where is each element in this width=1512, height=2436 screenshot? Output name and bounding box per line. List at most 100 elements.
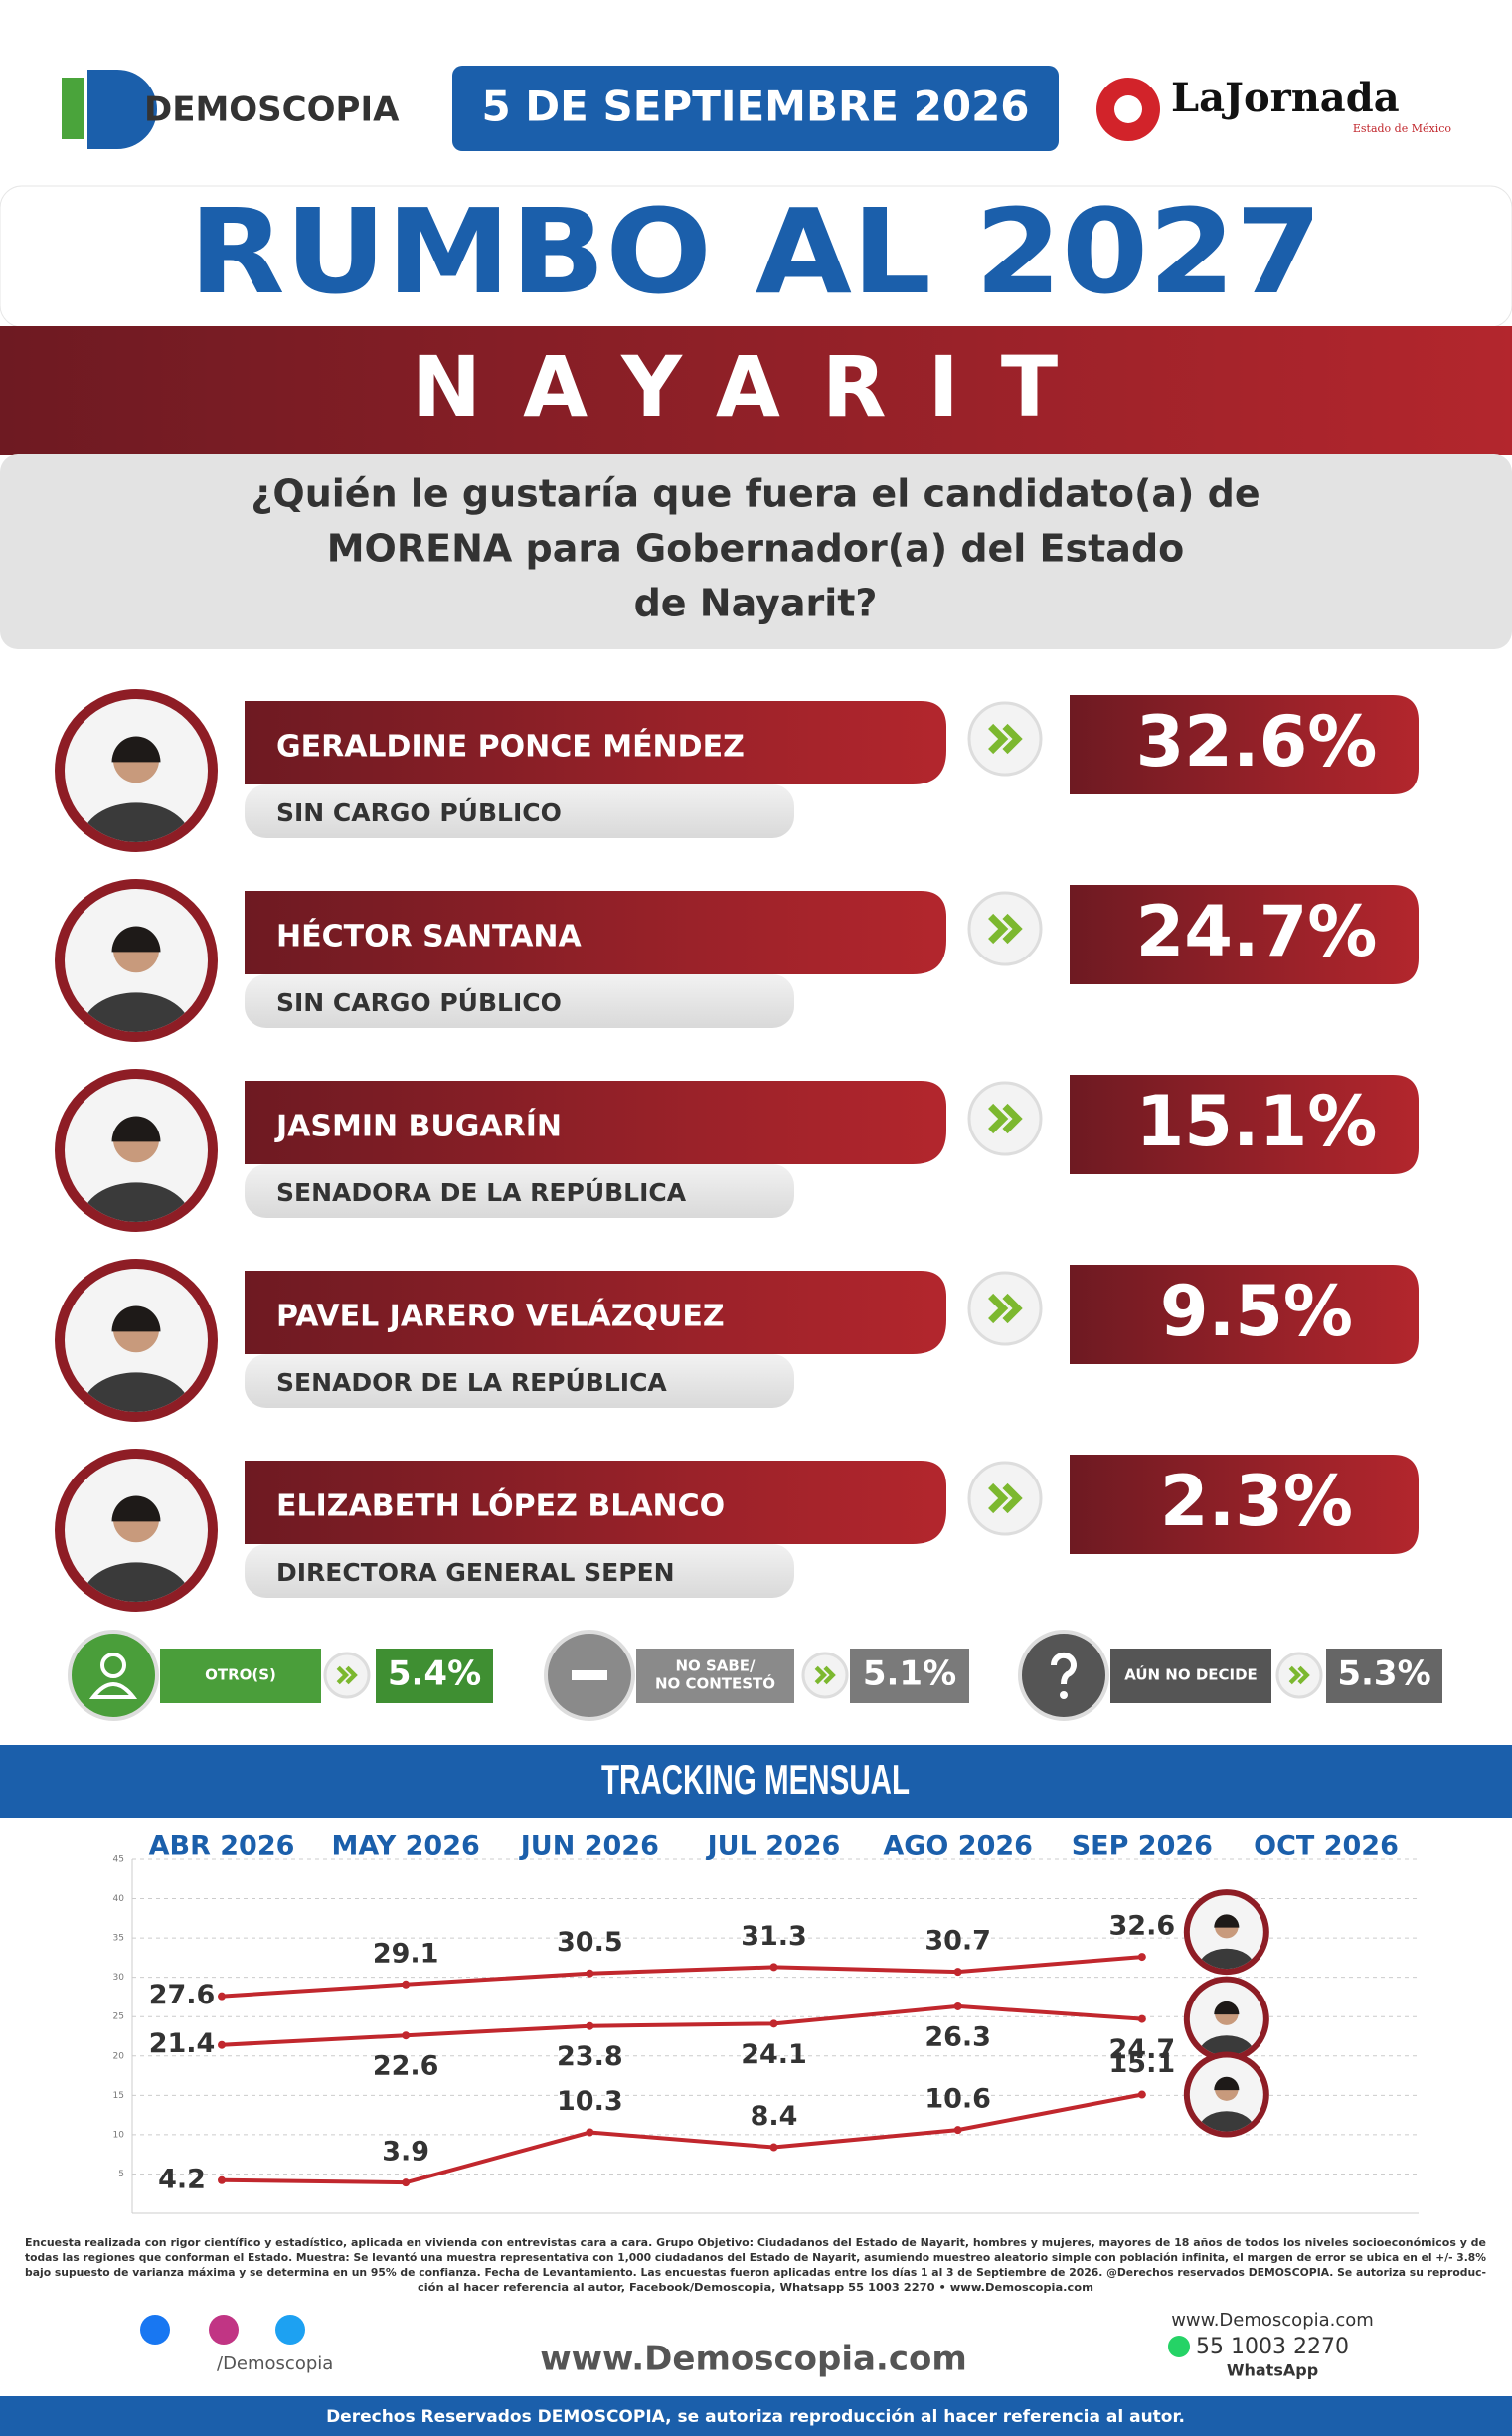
- photo: [83, 1116, 190, 1222]
- photo-hair: [1214, 1914, 1240, 1928]
- whatsapp-label: WhatsApp: [1227, 2361, 1318, 2380]
- tracking-band: [0, 1745, 1512, 1818]
- photo-body: [1199, 1948, 1255, 1970]
- photo: [83, 926, 190, 1032]
- other-label-box: [160, 1649, 321, 1703]
- series-line: [221, 2092, 1143, 2185]
- name-bar: [245, 891, 946, 974]
- other-label: NO SABE/: [675, 1657, 756, 1675]
- data-label: 3.9: [382, 2137, 429, 2168]
- photo-body: [83, 992, 190, 1032]
- candidate-role: SIN CARGO PÚBLICO: [276, 987, 562, 1017]
- y-tick-label: 25: [113, 2012, 124, 2022]
- date: 5 DE SEPTIEMBRE 2026: [481, 83, 1029, 131]
- point: [218, 1992, 226, 2001]
- brand: DEMOSCOPIA: [144, 90, 400, 130]
- facebook-icon[interactable]: [140, 2315, 170, 2345]
- rights: Derechos Reservados DEMOSCOPIA, se autor…: [326, 2407, 1185, 2427]
- question-line: de Nayarit?: [634, 582, 878, 625]
- other-value-box: [850, 1649, 969, 1703]
- x-tick-label: JUN 2026: [519, 1831, 659, 1862]
- candidate-role: DIRECTORA GENERAL SEPEN: [276, 1558, 675, 1587]
- instagram-icon[interactable]: [209, 2315, 239, 2345]
- state: NAYARIT: [412, 338, 1099, 435]
- arrow-chevron: [988, 913, 1023, 945]
- footer-note: bajo supuesto de varianza máxima y se de…: [25, 2267, 1486, 2279]
- y-tick-label: 15: [113, 2091, 124, 2101]
- point: [1137, 2014, 1146, 2023]
- point: [769, 1963, 778, 1972]
- candidate-value: 15.1%: [1136, 1081, 1378, 1162]
- x-tick-label: MAY 2026: [332, 1831, 480, 1862]
- candidate-name: GERALDINE PONCE MÉNDEZ: [276, 729, 745, 765]
- point: [953, 2126, 962, 2135]
- photo-hair: [111, 736, 161, 763]
- data-label: 27.6: [149, 1980, 216, 2010]
- point: [402, 1980, 411, 1989]
- name-bar: [245, 1081, 946, 1164]
- role-bar: [245, 974, 794, 1028]
- icon-question: [1050, 1652, 1077, 1685]
- data-label: 30.7: [924, 1926, 991, 1957]
- photo: [1199, 2076, 1255, 2132]
- icon-head: [100, 1653, 126, 1678]
- point: [218, 2175, 226, 2184]
- arrow-chevron: [988, 1482, 1023, 1514]
- data-label: 26.3: [924, 2021, 991, 2052]
- data-label: 4.2: [158, 2164, 206, 2194]
- photo-hair: [111, 1116, 161, 1142]
- photo-hair: [1214, 2001, 1240, 2015]
- contact-website[interactable]: www.Demoscopia.com: [1171, 2310, 1374, 2331]
- data-label: 31.3: [741, 1921, 807, 1952]
- other-label-box: [636, 1649, 794, 1703]
- photo: [83, 1305, 190, 1412]
- candidate-value: 24.7%: [1136, 891, 1378, 972]
- x-tick-label: ABR 2026: [149, 1831, 295, 1862]
- other-label: NO CONTESTÓ: [655, 1674, 775, 1693]
- icon-dot: [1060, 1691, 1068, 1699]
- candidate-value: 2.3%: [1160, 1461, 1353, 1542]
- y-tick-label: 45: [113, 1855, 124, 1865]
- candidate-role: SIN CARGO PÚBLICO: [276, 797, 562, 827]
- point: [769, 2019, 778, 2028]
- name-bar: [245, 701, 946, 784]
- whatsapp-icon[interactable]: [1168, 2336, 1190, 2357]
- y-tick-label: 5: [118, 2170, 124, 2179]
- role-bar: [245, 784, 794, 838]
- data-label: 29.1: [373, 1938, 439, 1969]
- other-label: OTRO(S): [205, 1666, 276, 1684]
- phone: 55 1003 2270: [1196, 2335, 1349, 2359]
- other-label: AÚN NO DECIDE: [1124, 1665, 1258, 1684]
- date-box: [452, 66, 1059, 151]
- candidate-name: PAVEL JARERO VELÁZQUEZ: [276, 1299, 725, 1334]
- question-line: ¿Quién le gustaría que fuera el candidat…: [251, 472, 1260, 516]
- photo-hair: [111, 1495, 161, 1522]
- twitter-icon[interactable]: [275, 2315, 305, 2345]
- point: [586, 2021, 594, 2030]
- photo-hair: [111, 926, 161, 953]
- point: [586, 1969, 594, 1978]
- main-title: RUMBO AL 2027: [189, 183, 1322, 320]
- x-tick-label: JUL 2026: [706, 1831, 841, 1862]
- x-tick-label: OCT 2026: [1254, 1831, 1399, 1862]
- data-label: 32.6: [1109, 1911, 1176, 1942]
- candidate-value: 9.5%: [1160, 1271, 1353, 1352]
- value-box: [1070, 695, 1419, 794]
- arrow-chevron: [988, 1103, 1023, 1134]
- social-handle[interactable]: /Demoscopia: [217, 2353, 333, 2374]
- data-label: 22.6: [373, 2051, 439, 2082]
- data-label: 10.6: [924, 2084, 991, 2115]
- x-tick-label: AGO 2026: [883, 1831, 1033, 1862]
- photo-body: [83, 1372, 190, 1412]
- data-label: 15.1: [1109, 2048, 1176, 2079]
- value-box: [1070, 885, 1419, 984]
- series-line: [221, 2003, 1142, 2047]
- photo: [1199, 1914, 1255, 1970]
- photo-hair: [111, 1305, 161, 1332]
- website[interactable]: www.Demoscopia.com: [540, 2340, 967, 2379]
- value-box: [1070, 1265, 1419, 1364]
- photo: [83, 736, 190, 842]
- chart-title: TRACKING MENSUAL: [601, 1756, 910, 1803]
